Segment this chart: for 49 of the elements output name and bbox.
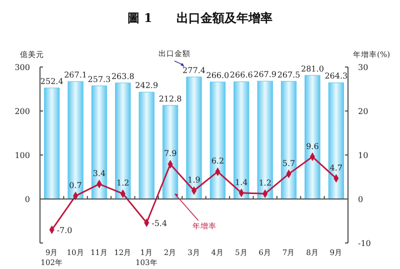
y2-tick-label: -10 — [358, 239, 371, 248]
data-label: 263.8 — [111, 72, 134, 81]
data-label: 242.9 — [135, 81, 158, 90]
data-label: 266.0 — [206, 70, 230, 80]
bar — [68, 81, 84, 200]
bar — [91, 86, 108, 200]
data-label: 257.3 — [88, 74, 111, 84]
bar — [328, 82, 344, 200]
data-label: 7.9 — [164, 149, 177, 158]
y-tick-label: 100 — [14, 151, 30, 160]
data-label: 252.4 — [40, 76, 64, 86]
bar — [280, 81, 297, 200]
y2-tick-label: 10 — [358, 151, 368, 160]
data-label: 1.2 — [258, 178, 272, 188]
data-label: 267.9 — [254, 70, 277, 80]
bar — [162, 105, 178, 200]
bar — [210, 82, 226, 200]
data-label: 1.2 — [116, 178, 130, 188]
bar — [234, 81, 250, 200]
data-label: 3.4 — [92, 169, 106, 178]
data-label: 281.0 — [301, 64, 324, 74]
data-label: 267.5 — [277, 70, 300, 80]
y2-tick-label: 30 — [358, 63, 368, 72]
bar — [186, 76, 202, 200]
data-label: 264.3 — [324, 72, 348, 81]
data-label: 0.7 — [69, 180, 82, 190]
data-label: 277.4 — [182, 66, 206, 75]
data-label: -7.0 — [56, 226, 72, 235]
data-label: 6.2 — [211, 156, 224, 166]
y2-tick-label: 0 — [358, 195, 364, 204]
data-label: -5.4 — [152, 218, 168, 228]
data-label: 4.7 — [330, 163, 343, 172]
y2-tick-label: 20 — [358, 107, 368, 116]
chart-title: 圖 1 出口金額及年增率 — [128, 11, 272, 25]
bar — [138, 92, 154, 200]
bar — [115, 82, 131, 200]
bar — [304, 75, 320, 200]
y-tick-label: 300 — [14, 63, 30, 72]
data-label: 1.9 — [188, 176, 200, 185]
bar — [44, 88, 60, 200]
bar — [257, 80, 273, 200]
y-tick-label: 200 — [14, 107, 30, 116]
data-label: 9.6 — [306, 142, 319, 151]
y-tick-label: 0 — [24, 195, 30, 204]
data-label: 266.6 — [230, 70, 253, 80]
data-label: 1.4 — [235, 178, 248, 187]
data-label: 5.7 — [282, 158, 296, 168]
data-label: 212.8 — [158, 94, 182, 104]
data-label: 267.1 — [64, 70, 87, 80]
